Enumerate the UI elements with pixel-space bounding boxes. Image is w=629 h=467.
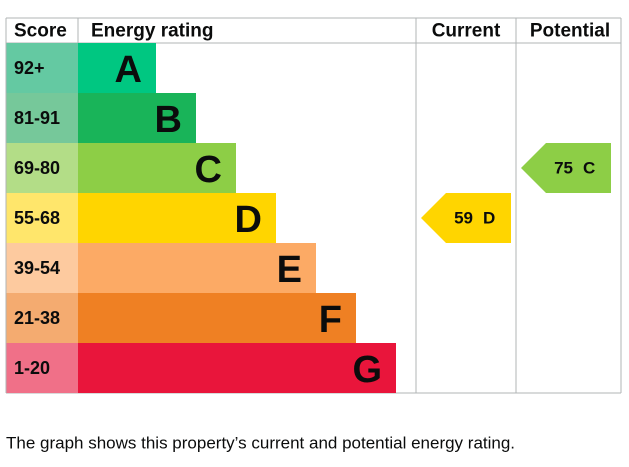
rating-bar bbox=[78, 193, 276, 243]
score-label: 81-91 bbox=[14, 108, 60, 128]
rating-bar bbox=[78, 143, 236, 193]
score-cell bbox=[6, 93, 78, 143]
score-label: 92+ bbox=[14, 58, 45, 78]
score-cell bbox=[6, 143, 78, 193]
rating-bar bbox=[78, 93, 196, 143]
rating-letter: D bbox=[235, 199, 262, 241]
score-label: 55-68 bbox=[14, 208, 60, 228]
header-score: Score bbox=[14, 21, 67, 42]
score-cell bbox=[6, 343, 78, 393]
potential-value: 75 bbox=[554, 159, 573, 178]
rating-bar bbox=[78, 293, 356, 343]
potential-letter: C bbox=[583, 159, 595, 178]
rating-letter: C bbox=[195, 149, 222, 191]
rating-letter: F bbox=[319, 299, 342, 341]
score-cell bbox=[6, 43, 78, 93]
rating-letter: B bbox=[155, 99, 182, 141]
rating-bar bbox=[78, 243, 316, 293]
potential-arrow bbox=[521, 143, 611, 193]
rating-letter: E bbox=[277, 249, 302, 291]
header-rating: Energy rating bbox=[91, 21, 213, 42]
score-cell bbox=[6, 293, 78, 343]
score-label: 39-54 bbox=[14, 258, 60, 278]
current-value: 59 bbox=[454, 209, 473, 228]
rating-bar bbox=[78, 343, 396, 393]
current-arrow bbox=[421, 193, 511, 243]
score-label: 69-80 bbox=[14, 158, 60, 178]
score-cell bbox=[6, 193, 78, 243]
score-label: 1-20 bbox=[14, 358, 50, 378]
header-current: Current bbox=[432, 21, 501, 42]
current-letter: D bbox=[483, 209, 495, 228]
caption: The graph shows this property’s current … bbox=[6, 434, 515, 453]
rating-letter: G bbox=[352, 349, 382, 391]
rating-bar bbox=[78, 43, 156, 93]
rating-letter: A bbox=[115, 49, 142, 91]
header-potential: Potential bbox=[530, 21, 610, 42]
score-cell bbox=[6, 243, 78, 293]
score-label: 21-38 bbox=[14, 308, 60, 328]
